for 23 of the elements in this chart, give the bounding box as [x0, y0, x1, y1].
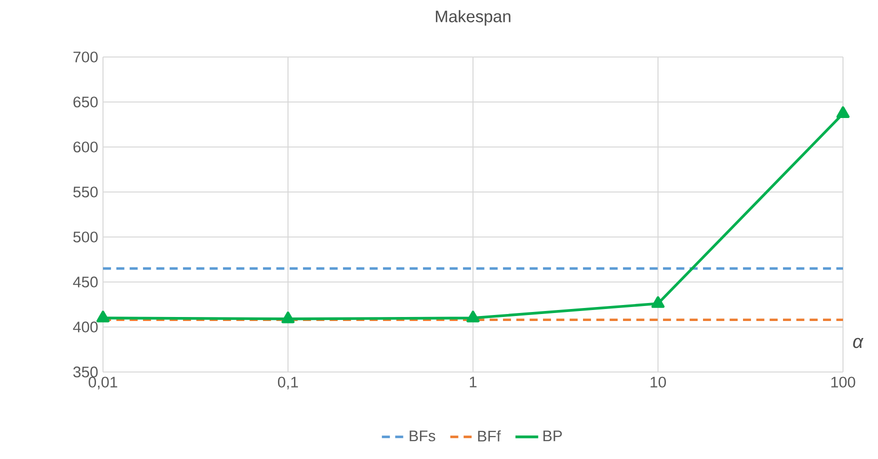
y-tick-label: 500 [73, 232, 98, 242]
x-tick-label: 1 [470, 376, 477, 388]
y-tick-label: 650 [73, 96, 98, 108]
x-tick-label: 0,01 [88, 376, 118, 390]
x-tick-label: 100 [831, 376, 856, 388]
y-tick-label: 400 [73, 322, 98, 332]
legend-label: BFf [478, 430, 501, 442]
y-tick-label: 350 [73, 366, 98, 378]
y-tick-label: 700 [74, 52, 98, 62]
y-tick-label: 550 [73, 186, 98, 198]
x-axis-title: α [853, 338, 864, 348]
point [96, 310, 110, 322]
point [836, 106, 850, 118]
x-tick-label: 0,1 [278, 376, 298, 390]
point [466, 310, 480, 322]
point [281, 312, 295, 324]
legend-label: BP [543, 430, 562, 442]
chart-title: Makespan [436, 10, 510, 26]
legend-label: BFs [410, 430, 436, 442]
y-tick-label: 600 [73, 142, 98, 152]
y-tick-label: 450 [73, 276, 98, 288]
x-tick-label: 10 [650, 376, 666, 388]
point [651, 296, 665, 308]
